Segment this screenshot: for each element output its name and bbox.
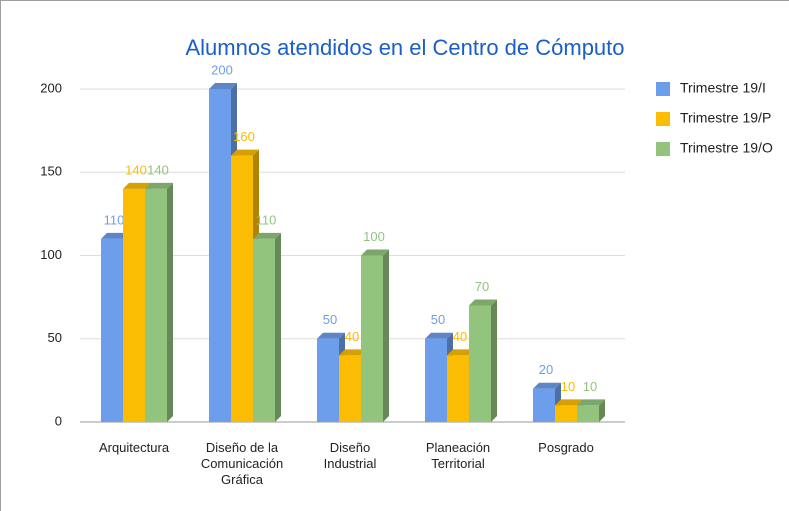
data-label: 20 — [539, 362, 553, 377]
bar-top — [361, 249, 389, 256]
bar-top — [425, 332, 453, 339]
bar-top — [145, 182, 173, 189]
bar — [577, 405, 599, 422]
bar-top — [577, 399, 605, 406]
x-tick-label: Arquitectura — [98, 440, 170, 455]
data-label: 110 — [104, 212, 125, 227]
bar-top — [231, 149, 259, 156]
legend-swatch — [656, 112, 670, 126]
bar-top — [101, 232, 129, 239]
bar — [361, 255, 383, 422]
data-label: 160 — [233, 129, 255, 144]
bar — [425, 338, 447, 422]
legend-swatch — [656, 82, 670, 96]
bar-top — [555, 399, 583, 406]
x-tick-label: Posgrado — [538, 440, 594, 455]
data-label: 10 — [561, 379, 575, 394]
bar-top — [209, 83, 237, 89]
bar-top — [253, 232, 281, 239]
data-label: 40 — [453, 329, 467, 344]
x-tick-label: Planeación Territorial — [425, 440, 491, 471]
data-label: 140 — [147, 162, 169, 177]
data-label: 140 — [125, 162, 147, 177]
bar-top — [533, 382, 561, 389]
bar — [469, 305, 491, 422]
bar — [145, 188, 167, 422]
bar — [447, 355, 469, 422]
bar-side — [167, 182, 173, 422]
y-tick-label: 50 — [48, 330, 62, 345]
bar — [253, 238, 275, 422]
bar-top — [447, 349, 475, 356]
data-label: 50 — [431, 312, 445, 327]
bar-side — [275, 232, 281, 422]
legend-swatch — [656, 142, 670, 156]
data-label: 110 — [256, 212, 277, 227]
bar-side — [599, 399, 605, 422]
data-label: 100 — [363, 229, 385, 244]
x-tick-label: Diseño Industrial — [323, 440, 377, 471]
data-label: 200 — [211, 62, 233, 77]
chart-title: Alumnos atendidos en el Centro de Cómput… — [185, 35, 624, 60]
data-label: 40 — [345, 329, 359, 344]
bar-side — [491, 299, 497, 422]
data-label: 50 — [323, 312, 337, 327]
bar — [209, 89, 231, 422]
bar — [123, 188, 145, 422]
bar — [101, 238, 123, 422]
y-tick-label: 200 — [40, 80, 62, 95]
bar-top — [469, 299, 497, 306]
bar — [533, 388, 555, 422]
y-tick-label: 150 — [40, 164, 62, 179]
legend-label: Trimestre 19/I — [680, 80, 766, 96]
legend-label: Trimestre 19/P — [680, 110, 771, 126]
bar — [231, 155, 253, 422]
legend-label: Trimestre 19/O — [680, 140, 773, 156]
bar-top — [317, 332, 345, 339]
bar-top — [123, 182, 151, 189]
bar — [317, 338, 339, 422]
bar — [555, 405, 577, 422]
bar — [339, 355, 361, 422]
bar-side — [383, 249, 389, 422]
data-label: 70 — [475, 279, 489, 294]
bar-top — [339, 349, 367, 356]
x-tick-label: Diseño de la Comunicación Gráfica — [200, 440, 284, 487]
y-tick-label: 0 — [55, 413, 62, 428]
data-label: 10 — [583, 379, 597, 394]
y-tick-label: 100 — [40, 247, 62, 262]
